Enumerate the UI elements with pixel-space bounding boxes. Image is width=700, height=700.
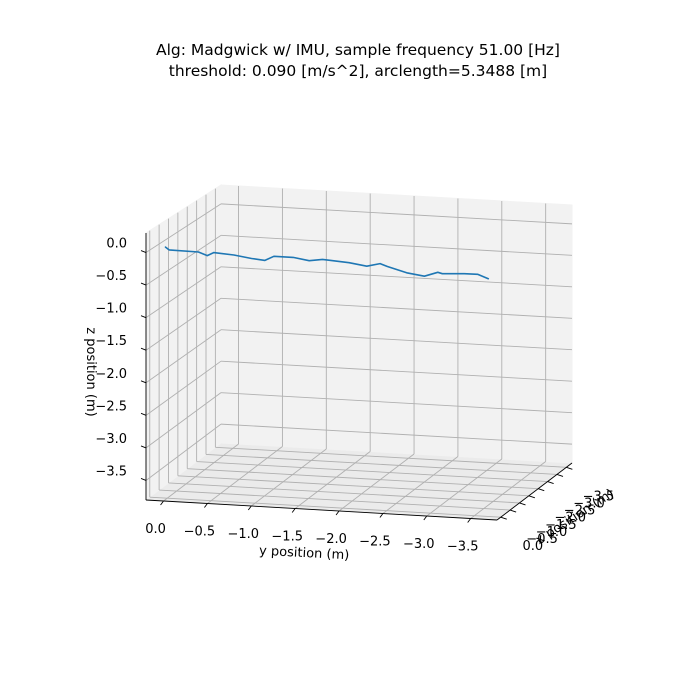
grid-line-y-floor xyxy=(251,448,327,507)
x-tick-mark xyxy=(547,481,554,484)
chart-title-line-2: threshold: 0.090 [m/s^2], arclength=5.34… xyxy=(169,62,547,80)
y-tick-mark xyxy=(247,505,252,511)
y-tick-mark xyxy=(204,503,208,508)
x-tick-mark xyxy=(500,516,507,520)
z-tick-label: 0.0 xyxy=(106,237,127,252)
z-tick-mark xyxy=(140,380,147,384)
z-tick-label: −2.5 xyxy=(95,399,127,414)
grid-line-z-left xyxy=(145,203,222,253)
z-tick-mark xyxy=(140,282,147,286)
grid-line-x-floor xyxy=(196,461,548,482)
z-tick-label: −1.0 xyxy=(95,302,127,317)
grid-line-z-left xyxy=(145,329,222,384)
x-tick-label: −0.5 xyxy=(526,532,558,547)
x-tick-mark xyxy=(566,466,573,470)
x-tick-mark xyxy=(538,488,545,492)
y-tick-mark xyxy=(467,518,472,523)
tick-labels: 0.0 −0.5 −1.0 −1.5 −2.0 −2.5 −3.0 −3.5 0.0−0.5−1… xyxy=(95,237,614,555)
z-tick-mark xyxy=(140,478,147,481)
grid-line-x-floor xyxy=(159,489,511,511)
grid-line-z-left xyxy=(145,360,222,416)
y-tick-label: −2.0 xyxy=(315,532,347,547)
grid-line-z-left xyxy=(145,392,222,449)
x-tick-label: −3.0 xyxy=(573,496,605,511)
grid-line-y-floor xyxy=(382,456,459,514)
x-tick-label: −3.5 xyxy=(583,489,615,504)
z-tick-label: −1.5 xyxy=(95,334,127,349)
grid-line-y-floor xyxy=(470,461,546,519)
x-tick-mark xyxy=(509,509,517,513)
x-tick-label: −2.5 xyxy=(564,504,596,519)
grid-line-z-back xyxy=(220,392,573,414)
y-axis-label: y position (m) xyxy=(259,544,350,564)
grid-line-x-floor xyxy=(215,446,567,468)
axis-lines xyxy=(145,233,573,521)
y-tick-mark xyxy=(160,500,164,506)
grid-line-z-back xyxy=(220,266,573,288)
grid-line-y-floor xyxy=(294,451,371,509)
grid-line-z-back xyxy=(220,423,573,445)
z-tick-mark xyxy=(140,315,147,319)
z-tick-mark xyxy=(140,250,147,253)
axes-panes xyxy=(144,184,574,521)
x-tick-mark xyxy=(556,473,564,477)
grid-line-x-floor xyxy=(205,453,558,475)
grid-lines xyxy=(145,186,573,519)
y-axis-line xyxy=(145,499,498,521)
z-tick-mark xyxy=(140,347,147,351)
grid-line-y-floor xyxy=(338,453,415,512)
y-tick-label: −3.5 xyxy=(447,540,479,555)
z-axis-label: z position (m) xyxy=(83,327,98,416)
x-tick-label: 0.0 xyxy=(522,539,543,554)
grid-line-x-floor xyxy=(187,468,539,490)
y-tick-mark xyxy=(423,515,428,521)
grid-line-z-back xyxy=(220,360,573,382)
grid-line-x-floor xyxy=(149,496,501,518)
grid-line-z-left xyxy=(145,297,222,351)
z-tick-label: −3.5 xyxy=(95,465,127,480)
grid-line-z-left xyxy=(145,266,222,319)
x-tick-label: −2.0 xyxy=(555,511,587,526)
x-axis-line xyxy=(496,462,573,521)
grid-line-z-left xyxy=(145,423,222,481)
z-tick-label: −2.0 xyxy=(95,367,127,382)
grid-line-z-back xyxy=(220,203,573,225)
chart-title-line-1: Alg: Madgwick w/ IMU, sample frequency 5… xyxy=(156,41,560,59)
z-tick-label: −3.0 xyxy=(95,432,127,447)
x-tick-label: −1.5 xyxy=(545,518,577,533)
grid-line-y-floor xyxy=(426,458,503,517)
x-tick-mark xyxy=(528,495,536,499)
y-tick-mark xyxy=(291,508,296,513)
y-tick-label: −1.0 xyxy=(228,527,260,542)
z-tick-mark xyxy=(140,412,147,416)
grid-line-z-left xyxy=(145,234,222,286)
grid-line-y-floor xyxy=(163,443,239,502)
z-tick-mark xyxy=(140,445,147,449)
x-tick-mark xyxy=(519,502,526,506)
series-layer xyxy=(164,246,490,280)
y-tick-label: −1.5 xyxy=(271,530,303,545)
series-line xyxy=(164,246,490,280)
x-tick-label: −1.0 xyxy=(536,525,568,540)
grid-line-y-floor xyxy=(207,446,283,504)
grid-line-z-back xyxy=(220,297,573,319)
z-tick-label: −0.5 xyxy=(95,269,127,284)
grid-line-x-floor xyxy=(177,475,529,497)
y-tick-label: −3.0 xyxy=(403,537,435,552)
y-tick-mark xyxy=(379,513,384,518)
grid-line-z-back xyxy=(220,234,573,256)
back-pane xyxy=(220,184,573,464)
grid-line-x-floor xyxy=(168,482,520,504)
y-tick-label: −0.5 xyxy=(184,525,216,540)
y-tick-label: −2.5 xyxy=(359,535,391,550)
y-tick-mark xyxy=(335,510,340,516)
y-tick-label: 0.0 xyxy=(145,522,166,537)
grid-line-z-back xyxy=(220,329,573,351)
